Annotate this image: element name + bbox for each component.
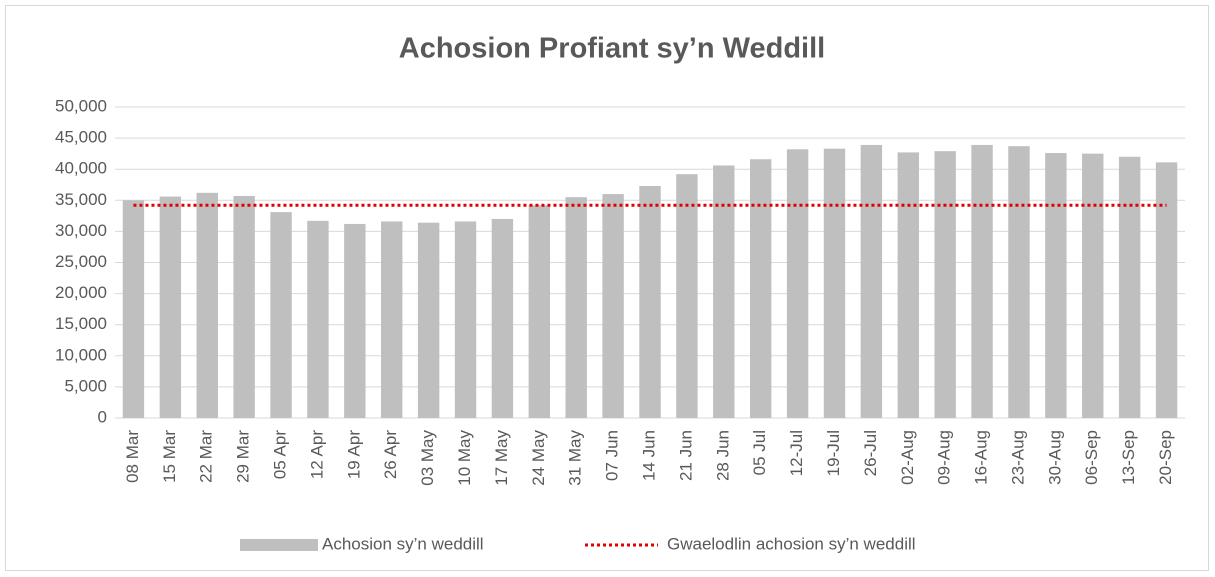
x-tick-label: 03 May — [418, 430, 437, 486]
x-tick-label: 19-Jul — [824, 430, 843, 476]
x-tick-label: 07 Jun — [603, 430, 622, 481]
y-tick-label: 25,000 — [55, 252, 107, 271]
bar — [971, 144, 993, 418]
x-tick-label: 26 Apr — [381, 430, 400, 479]
bar — [491, 218, 514, 418]
bar — [159, 196, 182, 418]
x-tick-label: 30-Aug — [1045, 430, 1064, 485]
bar — [122, 200, 145, 418]
x-tick-label: 05 Jul — [750, 430, 769, 475]
x-tick-label: 14 Jun — [639, 430, 658, 481]
x-tick-label: 16-Aug — [972, 430, 991, 485]
bar — [934, 151, 956, 419]
x-tick-label: 24 May — [529, 430, 548, 486]
legend-label: Achosion sy’n weddill — [322, 534, 484, 553]
legend-label: Gwaelodlin achosion sy’n weddill — [667, 534, 916, 553]
x-tick-label: 28 Jun — [713, 430, 732, 481]
y-tick-label: 10,000 — [55, 345, 107, 364]
x-tick-label: 22 Mar — [197, 430, 216, 483]
x-tick-label: 26-Jul — [861, 430, 880, 476]
x-tick-label: 31 May — [566, 430, 585, 486]
y-tick-label: 0 — [98, 407, 107, 426]
x-tick-label: 05 Apr — [271, 430, 290, 479]
x-tick-label: 29 Mar — [234, 430, 253, 483]
bar — [713, 165, 735, 418]
y-tick-label: 50,000 — [55, 96, 107, 115]
bar — [860, 144, 883, 418]
bar — [565, 197, 587, 418]
x-tick-label: 21 Jun — [676, 430, 695, 481]
bar — [1008, 146, 1030, 418]
x-tick-label: 10 May — [455, 430, 474, 486]
bar — [196, 192, 218, 418]
y-tick-label: 35,000 — [55, 190, 107, 209]
y-tick-label: 45,000 — [55, 128, 107, 147]
bar — [1155, 162, 1178, 418]
bar — [307, 220, 329, 418]
bar — [1082, 153, 1104, 418]
y-tick-label: 20,000 — [55, 283, 107, 302]
x-tick-label: 15 Mar — [160, 430, 179, 483]
x-tick-label: 12-Jul — [787, 430, 806, 476]
bar — [897, 152, 919, 418]
bar — [786, 149, 809, 418]
chart-title: Achosion Profiant sy’n Weddill — [399, 33, 825, 65]
x-tick-label: 06-Sep — [1082, 430, 1101, 485]
bar — [417, 222, 440, 418]
x-tick-label: 20-Sep — [1156, 430, 1175, 485]
bar — [823, 148, 846, 418]
bar — [454, 221, 477, 418]
x-tick-label: 23-Aug — [1008, 430, 1027, 485]
bar — [233, 195, 255, 418]
x-tick-label: 08 Mar — [123, 430, 142, 483]
bar — [749, 159, 772, 419]
bar — [1045, 153, 1067, 418]
bar — [270, 212, 292, 418]
bar — [676, 174, 698, 418]
legend-swatch — [240, 539, 318, 551]
bar — [344, 223, 366, 418]
x-tick-label: 19 Apr — [344, 430, 363, 479]
y-tick-label: 15,000 — [55, 314, 107, 333]
x-tick-label: 13-Sep — [1119, 430, 1138, 485]
x-tick-label: 12 Apr — [307, 430, 326, 479]
x-tick-label: 02-Aug — [898, 430, 917, 485]
bar — [639, 185, 661, 418]
bar — [381, 221, 403, 418]
bar — [602, 194, 624, 418]
bar — [1118, 156, 1141, 418]
y-tick-label: 5,000 — [64, 376, 107, 395]
y-tick-label: 40,000 — [55, 159, 107, 178]
y-tick-label: 30,000 — [55, 221, 107, 240]
x-tick-label: 17 May — [492, 430, 511, 486]
x-tick-label: 09-Aug — [935, 430, 954, 485]
bar — [528, 205, 551, 418]
